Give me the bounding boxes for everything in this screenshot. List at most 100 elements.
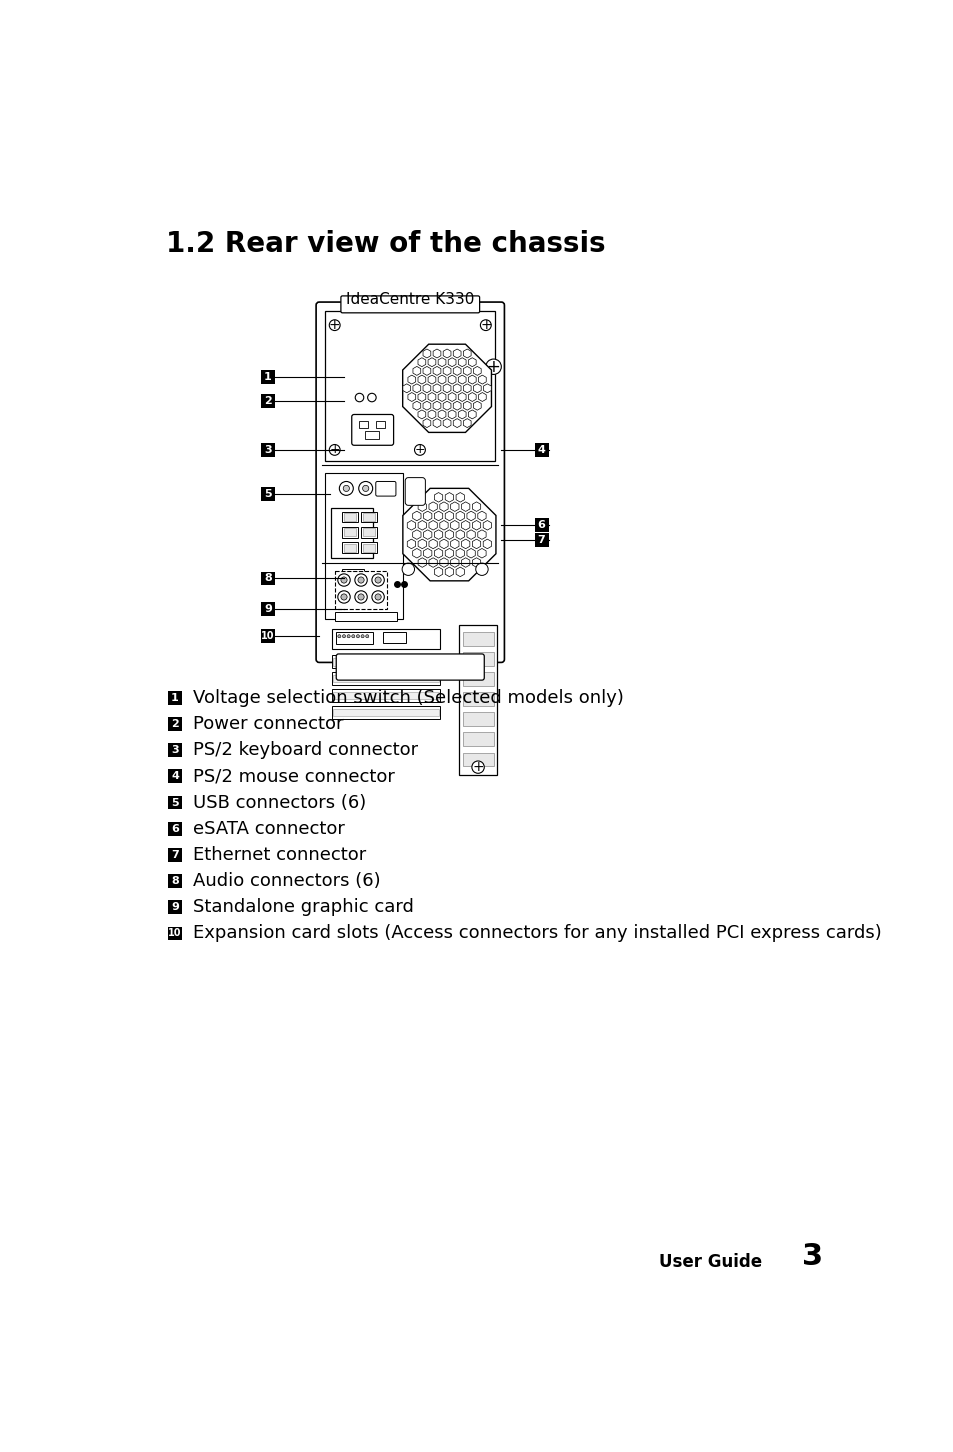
Circle shape bbox=[357, 594, 364, 600]
Text: 6: 6 bbox=[171, 823, 179, 833]
Circle shape bbox=[337, 591, 350, 603]
Text: 10: 10 bbox=[168, 928, 182, 938]
Bar bbox=[168, 691, 182, 704]
Bar bbox=[335, 632, 373, 643]
Circle shape bbox=[485, 359, 500, 375]
Bar bbox=[534, 443, 548, 457]
Bar bbox=[458, 624, 497, 775]
Text: 6: 6 bbox=[537, 520, 545, 530]
Circle shape bbox=[329, 319, 340, 331]
Bar bbox=[362, 529, 375, 536]
Bar bbox=[462, 633, 493, 646]
Circle shape bbox=[355, 393, 363, 402]
Bar bbox=[333, 675, 438, 682]
Text: 4: 4 bbox=[171, 771, 179, 781]
Bar bbox=[360, 511, 376, 523]
Bar bbox=[335, 611, 396, 621]
Bar bbox=[375, 421, 385, 428]
Text: 2: 2 bbox=[171, 719, 179, 729]
Bar bbox=[365, 431, 378, 439]
Circle shape bbox=[343, 485, 349, 491]
Text: +: + bbox=[486, 357, 500, 376]
Circle shape bbox=[360, 635, 364, 637]
Text: PS/2 mouse connector: PS/2 mouse connector bbox=[193, 767, 395, 786]
Text: 5: 5 bbox=[264, 489, 272, 499]
Bar bbox=[168, 926, 182, 941]
FancyBboxPatch shape bbox=[352, 414, 394, 446]
Bar bbox=[360, 527, 376, 537]
Bar bbox=[333, 691, 438, 700]
Text: Voltage selection switch (Selected models only): Voltage selection switch (Selected model… bbox=[193, 688, 623, 707]
Bar bbox=[342, 511, 357, 523]
Text: 4: 4 bbox=[537, 444, 545, 454]
Text: 1: 1 bbox=[264, 372, 272, 382]
Text: +: + bbox=[479, 318, 491, 333]
Bar bbox=[261, 603, 274, 616]
Circle shape bbox=[472, 761, 484, 774]
Bar bbox=[335, 571, 387, 610]
Bar bbox=[534, 533, 548, 547]
Circle shape bbox=[339, 482, 353, 495]
Bar bbox=[168, 717, 182, 730]
Text: 1: 1 bbox=[171, 693, 179, 703]
Circle shape bbox=[375, 576, 381, 584]
Bar bbox=[344, 513, 356, 521]
Bar bbox=[168, 796, 182, 810]
Circle shape bbox=[402, 563, 415, 575]
Bar bbox=[342, 542, 357, 553]
Bar bbox=[462, 652, 493, 666]
Bar bbox=[168, 848, 182, 862]
Bar bbox=[462, 713, 493, 726]
Text: IdeaCentre K330: IdeaCentre K330 bbox=[345, 292, 474, 306]
Bar bbox=[261, 443, 274, 457]
Circle shape bbox=[356, 635, 359, 637]
Bar bbox=[325, 311, 495, 462]
Text: 2: 2 bbox=[264, 396, 272, 407]
Circle shape bbox=[372, 591, 384, 603]
Text: User Guide: User Guide bbox=[659, 1253, 761, 1272]
FancyBboxPatch shape bbox=[340, 296, 479, 312]
Circle shape bbox=[476, 563, 488, 575]
Text: PS/2 keyboard connector: PS/2 keyboard connector bbox=[193, 741, 417, 759]
Circle shape bbox=[355, 574, 367, 587]
Bar bbox=[462, 693, 493, 706]
Circle shape bbox=[375, 594, 381, 600]
Bar bbox=[358, 421, 368, 428]
Circle shape bbox=[340, 594, 347, 600]
Text: 7: 7 bbox=[171, 849, 179, 860]
Circle shape bbox=[365, 635, 369, 637]
Bar bbox=[168, 770, 182, 783]
Bar bbox=[362, 544, 375, 552]
Text: 10: 10 bbox=[261, 632, 274, 642]
Bar bbox=[342, 585, 364, 597]
Text: eSATA connector: eSATA connector bbox=[193, 820, 344, 838]
FancyBboxPatch shape bbox=[405, 478, 425, 505]
Circle shape bbox=[367, 393, 375, 402]
Circle shape bbox=[329, 444, 340, 456]
Circle shape bbox=[358, 482, 373, 495]
Bar bbox=[261, 629, 274, 643]
Bar bbox=[333, 658, 438, 665]
Bar bbox=[360, 542, 376, 553]
Text: +: + bbox=[329, 318, 340, 333]
Bar bbox=[332, 655, 439, 668]
Bar bbox=[332, 629, 439, 649]
Text: +: + bbox=[329, 443, 339, 456]
FancyBboxPatch shape bbox=[335, 653, 484, 680]
Bar bbox=[333, 709, 438, 716]
Bar bbox=[332, 706, 439, 719]
Bar bbox=[332, 690, 439, 701]
FancyBboxPatch shape bbox=[375, 482, 395, 497]
Bar bbox=[261, 486, 274, 501]
Bar bbox=[342, 569, 364, 578]
Circle shape bbox=[355, 591, 367, 603]
Text: USB connectors (6): USB connectors (6) bbox=[193, 794, 366, 812]
Text: 3: 3 bbox=[801, 1243, 822, 1272]
Bar bbox=[382, 633, 406, 643]
Bar bbox=[462, 752, 493, 767]
Bar bbox=[261, 395, 274, 408]
Bar bbox=[344, 571, 362, 576]
Text: 9: 9 bbox=[264, 604, 272, 614]
Text: Power connector: Power connector bbox=[193, 714, 343, 733]
Text: Expansion card slots (Access connectors for any installed PCI express cards): Expansion card slots (Access connectors … bbox=[193, 925, 881, 942]
